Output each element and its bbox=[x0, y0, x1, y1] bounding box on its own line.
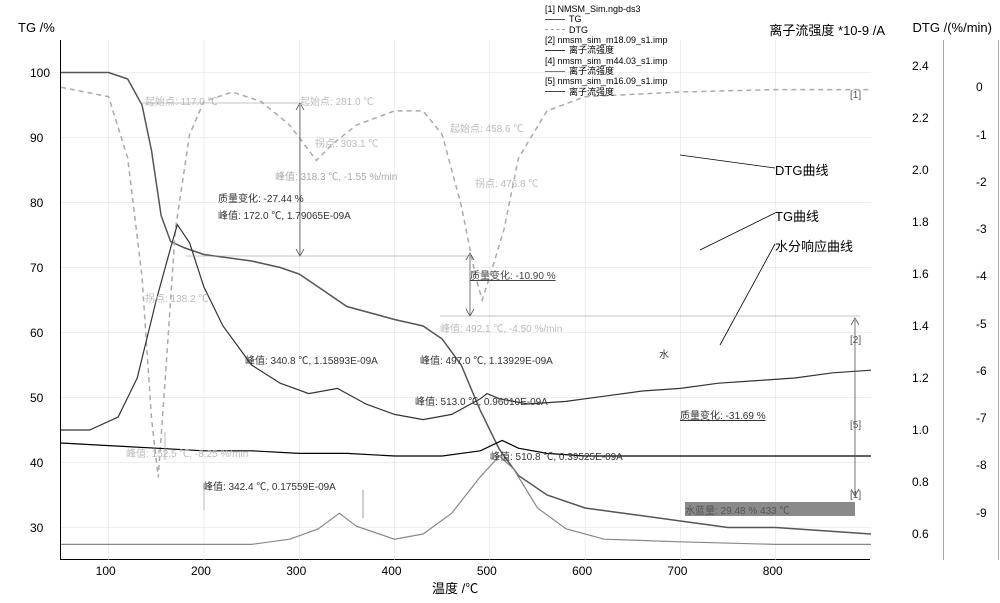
y-right1-tick: 1.0 bbox=[912, 423, 929, 437]
series-bracket: [1] bbox=[850, 490, 861, 501]
x-tick: 800 bbox=[763, 564, 783, 578]
series-bracket: [2] bbox=[850, 335, 861, 346]
legend-file: [4] nmsm_sim_m44.03_s1.imp bbox=[545, 56, 668, 66]
y-left-tick: 80 bbox=[30, 196, 52, 210]
y-right1-tick: 1.8 bbox=[912, 215, 929, 229]
legend-name: TG bbox=[569, 14, 582, 24]
annotation: 峰值: 497.0 ℃, 1.13929E-09A bbox=[420, 352, 553, 367]
annotation: 峰值: 342.4 ℃, 0.17559E-09A bbox=[203, 478, 336, 493]
annotation: 水 bbox=[659, 346, 669, 361]
y-right2-label: DTG /(%/min) bbox=[913, 20, 992, 35]
legend-swatch bbox=[545, 71, 565, 72]
right-axis-ion bbox=[943, 40, 944, 560]
series-bracket: [1] bbox=[850, 90, 861, 101]
legend-series: 离子流强度 bbox=[545, 87, 668, 97]
water-curve-label: 水分响应曲线 bbox=[775, 236, 853, 255]
y-left-tick: 70 bbox=[30, 261, 52, 275]
y-right1-tick: 2.2 bbox=[912, 111, 929, 125]
legend-swatch bbox=[545, 91, 565, 92]
legend-name: DTG bbox=[569, 25, 588, 35]
annotation: 起始点: 281.0 ℃ bbox=[300, 93, 373, 108]
annotation: 峰值: 492.1 ℃, -4.50 %/min bbox=[440, 320, 562, 335]
y-right2-tick: -9 bbox=[976, 506, 987, 520]
x-tick: 500 bbox=[477, 564, 497, 578]
tg-curve-label: TG曲线 bbox=[775, 206, 819, 225]
watermark-text: 水蓝量: 29.48 % 433 ℃ bbox=[685, 506, 790, 516]
y-right1-tick: 2.4 bbox=[912, 59, 929, 73]
legend-swatch bbox=[545, 19, 565, 20]
watermark-block: 水蓝量: 29.48 % 433 ℃ bbox=[685, 502, 855, 516]
y-right2-tick: -4 bbox=[976, 269, 987, 283]
y-left-tick: 100 bbox=[30, 66, 52, 80]
y-left-label: TG /% bbox=[18, 20, 55, 35]
y-right1-tick: 1.6 bbox=[912, 267, 929, 281]
right-axis-dtg bbox=[998, 40, 999, 560]
x-tick: 400 bbox=[382, 564, 402, 578]
x-tick: 200 bbox=[191, 564, 211, 578]
y-left-tick: 90 bbox=[30, 131, 52, 145]
y-right2-tick: -1 bbox=[976, 128, 987, 142]
y-right2-tick: -8 bbox=[976, 458, 987, 472]
dtg-curve-label: DTG曲线 bbox=[775, 160, 828, 179]
legend-series: 离子流强度 bbox=[545, 66, 668, 76]
annotation: 拐点: 476.8 ℃ bbox=[475, 175, 538, 190]
annotation: 起始点: 117.0 ℃ bbox=[145, 93, 218, 108]
y-right1-tick: 0.6 bbox=[912, 527, 929, 541]
x-label: 温度 /℃ bbox=[432, 578, 478, 597]
y-right2-tick: -5 bbox=[976, 317, 987, 331]
legend-swatch bbox=[545, 29, 565, 30]
y-right2-tick: 0 bbox=[976, 80, 983, 94]
legend-series: 离子流强度 bbox=[545, 45, 668, 55]
legend: [1] NMSM_Sim.ngb-ds3TGDTG[2] nmsm_sim_m1… bbox=[545, 4, 668, 97]
annotation: 质量变化: -27.44 % bbox=[218, 190, 304, 205]
y-left-tick: 50 bbox=[30, 391, 52, 405]
legend-series: DTG bbox=[545, 25, 668, 35]
series-bracket: [5] bbox=[850, 420, 861, 431]
y-left-tick: 60 bbox=[30, 326, 52, 340]
annotation: 峰值: 340.8 ℃, 1.15893E-09A bbox=[245, 352, 378, 367]
annotation: 拐点: 138.2 ℃ bbox=[145, 290, 208, 305]
annotation: 质量变化: -31.69 % bbox=[680, 407, 766, 422]
legend-name: 离子流强度 bbox=[569, 45, 614, 55]
x-tick: 600 bbox=[572, 564, 592, 578]
legend-series: TG bbox=[545, 14, 668, 24]
y-right1-tick: 1.2 bbox=[912, 371, 929, 385]
y-right2-tick: -7 bbox=[976, 411, 987, 425]
legend-file: [2] nmsm_sim_m18.09_s1.imp bbox=[545, 35, 668, 45]
annotation: 峰值: 172.0 ℃, 1.79065E-09A bbox=[218, 207, 351, 222]
legend-name: 离子流强度 bbox=[569, 66, 614, 76]
legend-swatch bbox=[545, 50, 565, 51]
x-tick: 700 bbox=[667, 564, 687, 578]
annotation: 峰值: 318.3 ℃, -1.55 %/min bbox=[275, 168, 397, 183]
y-right1-tick: 0.8 bbox=[912, 475, 929, 489]
annotation: 峰值: 152.5 ℃, -8.25 %/min bbox=[126, 445, 248, 460]
annotation: 峰值: 510.8 ℃, 0.39525E-09A bbox=[490, 448, 623, 463]
legend-file: [5] nmsm_sim_m16.09_s1.imp bbox=[545, 76, 668, 86]
y-right1-tick: 2.0 bbox=[912, 163, 929, 177]
annotation: 起始点: 458.6 ℃ bbox=[450, 120, 523, 135]
x-tick: 100 bbox=[96, 564, 116, 578]
y-right2-tick: -6 bbox=[976, 364, 987, 378]
y-right2-tick: -3 bbox=[976, 222, 987, 236]
legend-name: 离子流强度 bbox=[569, 87, 614, 97]
y-left-tick: 40 bbox=[30, 456, 52, 470]
legend-file: [1] NMSM_Sim.ngb-ds3 bbox=[545, 4, 668, 14]
x-tick: 300 bbox=[286, 564, 306, 578]
annotation: 拐点: 303.1 ℃ bbox=[315, 135, 378, 150]
y-right1-label: 离子流强度 *10-9 /A bbox=[769, 20, 885, 39]
annotation: 质量变化: -10.90 % bbox=[470, 267, 556, 282]
y-right1-tick: 1.4 bbox=[912, 319, 929, 333]
y-right2-tick: -2 bbox=[976, 175, 987, 189]
y-left-tick: 30 bbox=[30, 521, 52, 535]
annotation: 峰值: 513.0 ℃, 0.96010E-09A bbox=[415, 393, 548, 408]
